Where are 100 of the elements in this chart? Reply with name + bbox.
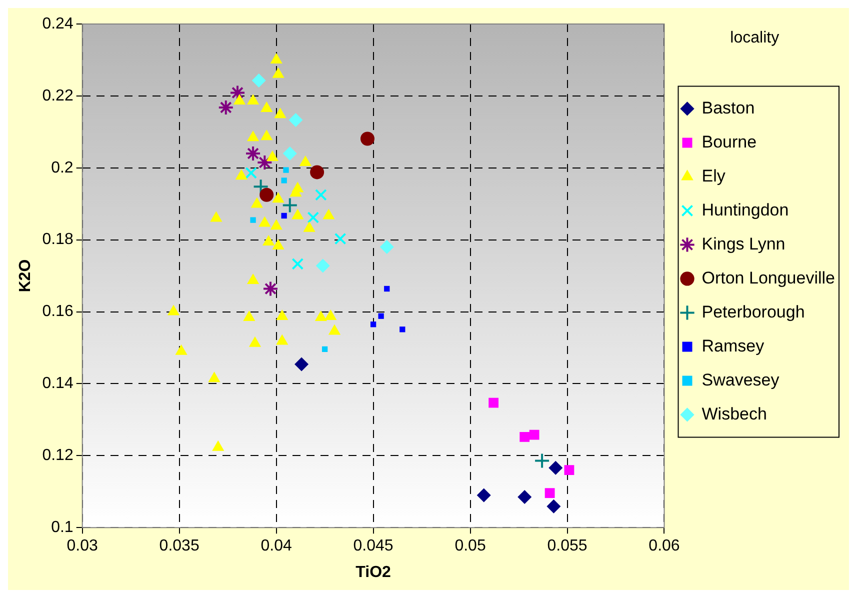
point bbox=[274, 108, 286, 118]
point bbox=[262, 234, 275, 246]
point bbox=[245, 166, 258, 179]
point bbox=[167, 304, 180, 316]
point bbox=[529, 430, 540, 440]
point bbox=[260, 102, 273, 112]
point bbox=[218, 99, 234, 116]
point bbox=[245, 145, 262, 162]
point bbox=[564, 465, 574, 475]
point bbox=[270, 52, 282, 64]
point bbox=[328, 324, 341, 335]
x-tick-label: 0.04 bbox=[260, 538, 292, 555]
point bbox=[246, 273, 260, 284]
point bbox=[208, 372, 220, 382]
point bbox=[248, 336, 262, 347]
legend-label: Kings Lynn bbox=[702, 234, 786, 254]
point bbox=[322, 208, 335, 220]
point bbox=[282, 197, 298, 214]
x-tick-label: 0.055 bbox=[547, 538, 588, 555]
point bbox=[252, 178, 269, 195]
y-tick-label: 0.1 bbox=[51, 519, 74, 536]
point bbox=[260, 188, 274, 202]
point bbox=[520, 432, 530, 442]
point bbox=[272, 238, 284, 250]
legend-title: locality bbox=[730, 29, 780, 46]
point bbox=[546, 499, 561, 514]
x-tick-label: 0.03 bbox=[66, 538, 98, 555]
point bbox=[262, 280, 278, 297]
y-tick-label: 0.12 bbox=[42, 447, 74, 464]
point bbox=[276, 334, 288, 345]
point bbox=[292, 208, 304, 220]
legend-label: Swavesey bbox=[702, 370, 780, 390]
x-tick-label: 0.035 bbox=[159, 538, 200, 555]
point bbox=[314, 188, 327, 201]
x-tick-label: 0.045 bbox=[353, 538, 394, 555]
y-tick-label: 0.2 bbox=[51, 159, 74, 176]
legend-label: Bourne bbox=[702, 132, 757, 152]
legend-label: Ramsey bbox=[702, 336, 765, 356]
point bbox=[288, 113, 303, 128]
point bbox=[324, 309, 337, 320]
point bbox=[212, 440, 224, 451]
point bbox=[316, 258, 330, 273]
point bbox=[378, 313, 384, 319]
point bbox=[270, 219, 282, 230]
point bbox=[476, 488, 491, 502]
y-tick-label: 0.18 bbox=[42, 231, 74, 248]
x-tick-label: 0.05 bbox=[454, 538, 486, 555]
legend-label: Peterborough bbox=[702, 302, 805, 322]
point bbox=[307, 212, 320, 224]
point bbox=[256, 154, 273, 170]
y-tick-label: 0.14 bbox=[42, 375, 74, 392]
x-tick-label: 0.06 bbox=[648, 538, 680, 555]
point bbox=[246, 130, 260, 142]
point bbox=[250, 217, 256, 223]
point bbox=[246, 94, 260, 104]
point bbox=[544, 488, 555, 498]
y-tick-label: 0.24 bbox=[42, 15, 74, 32]
point bbox=[488, 398, 499, 408]
point bbox=[266, 150, 278, 161]
point bbox=[272, 67, 284, 78]
point bbox=[360, 132, 374, 146]
point bbox=[281, 212, 287, 219]
point bbox=[283, 167, 289, 173]
legend-label: Ely bbox=[702, 166, 726, 186]
x-axis-title: TiO2 bbox=[356, 564, 392, 581]
legend-label: Baston bbox=[702, 98, 755, 118]
point bbox=[384, 286, 390, 292]
point bbox=[210, 211, 222, 222]
point bbox=[276, 309, 288, 320]
y-tick-label: 0.22 bbox=[42, 87, 74, 104]
point bbox=[303, 221, 316, 232]
point bbox=[548, 460, 563, 475]
point bbox=[534, 452, 550, 469]
point bbox=[243, 310, 256, 322]
point bbox=[322, 346, 328, 352]
point bbox=[272, 192, 284, 203]
point bbox=[370, 322, 376, 328]
point bbox=[299, 155, 312, 166]
point bbox=[250, 197, 263, 208]
point bbox=[334, 232, 346, 245]
point bbox=[400, 326, 406, 332]
y-tick-label: 0.16 bbox=[42, 303, 74, 320]
legend-label: Huntingdon bbox=[702, 200, 789, 220]
point bbox=[281, 178, 287, 184]
legend-label: Wisbech bbox=[702, 404, 767, 424]
point bbox=[252, 73, 266, 88]
point bbox=[260, 130, 273, 140]
legend-label: Orton Longueville bbox=[702, 268, 836, 288]
point bbox=[258, 216, 271, 227]
point bbox=[310, 165, 324, 180]
point bbox=[380, 240, 394, 254]
point bbox=[235, 169, 248, 180]
point bbox=[233, 94, 246, 104]
point bbox=[294, 357, 309, 372]
y-axis-title: K2O bbox=[17, 259, 34, 292]
point bbox=[230, 84, 246, 101]
point bbox=[518, 490, 532, 504]
point bbox=[314, 310, 327, 322]
point bbox=[292, 258, 304, 270]
point bbox=[282, 146, 297, 160]
